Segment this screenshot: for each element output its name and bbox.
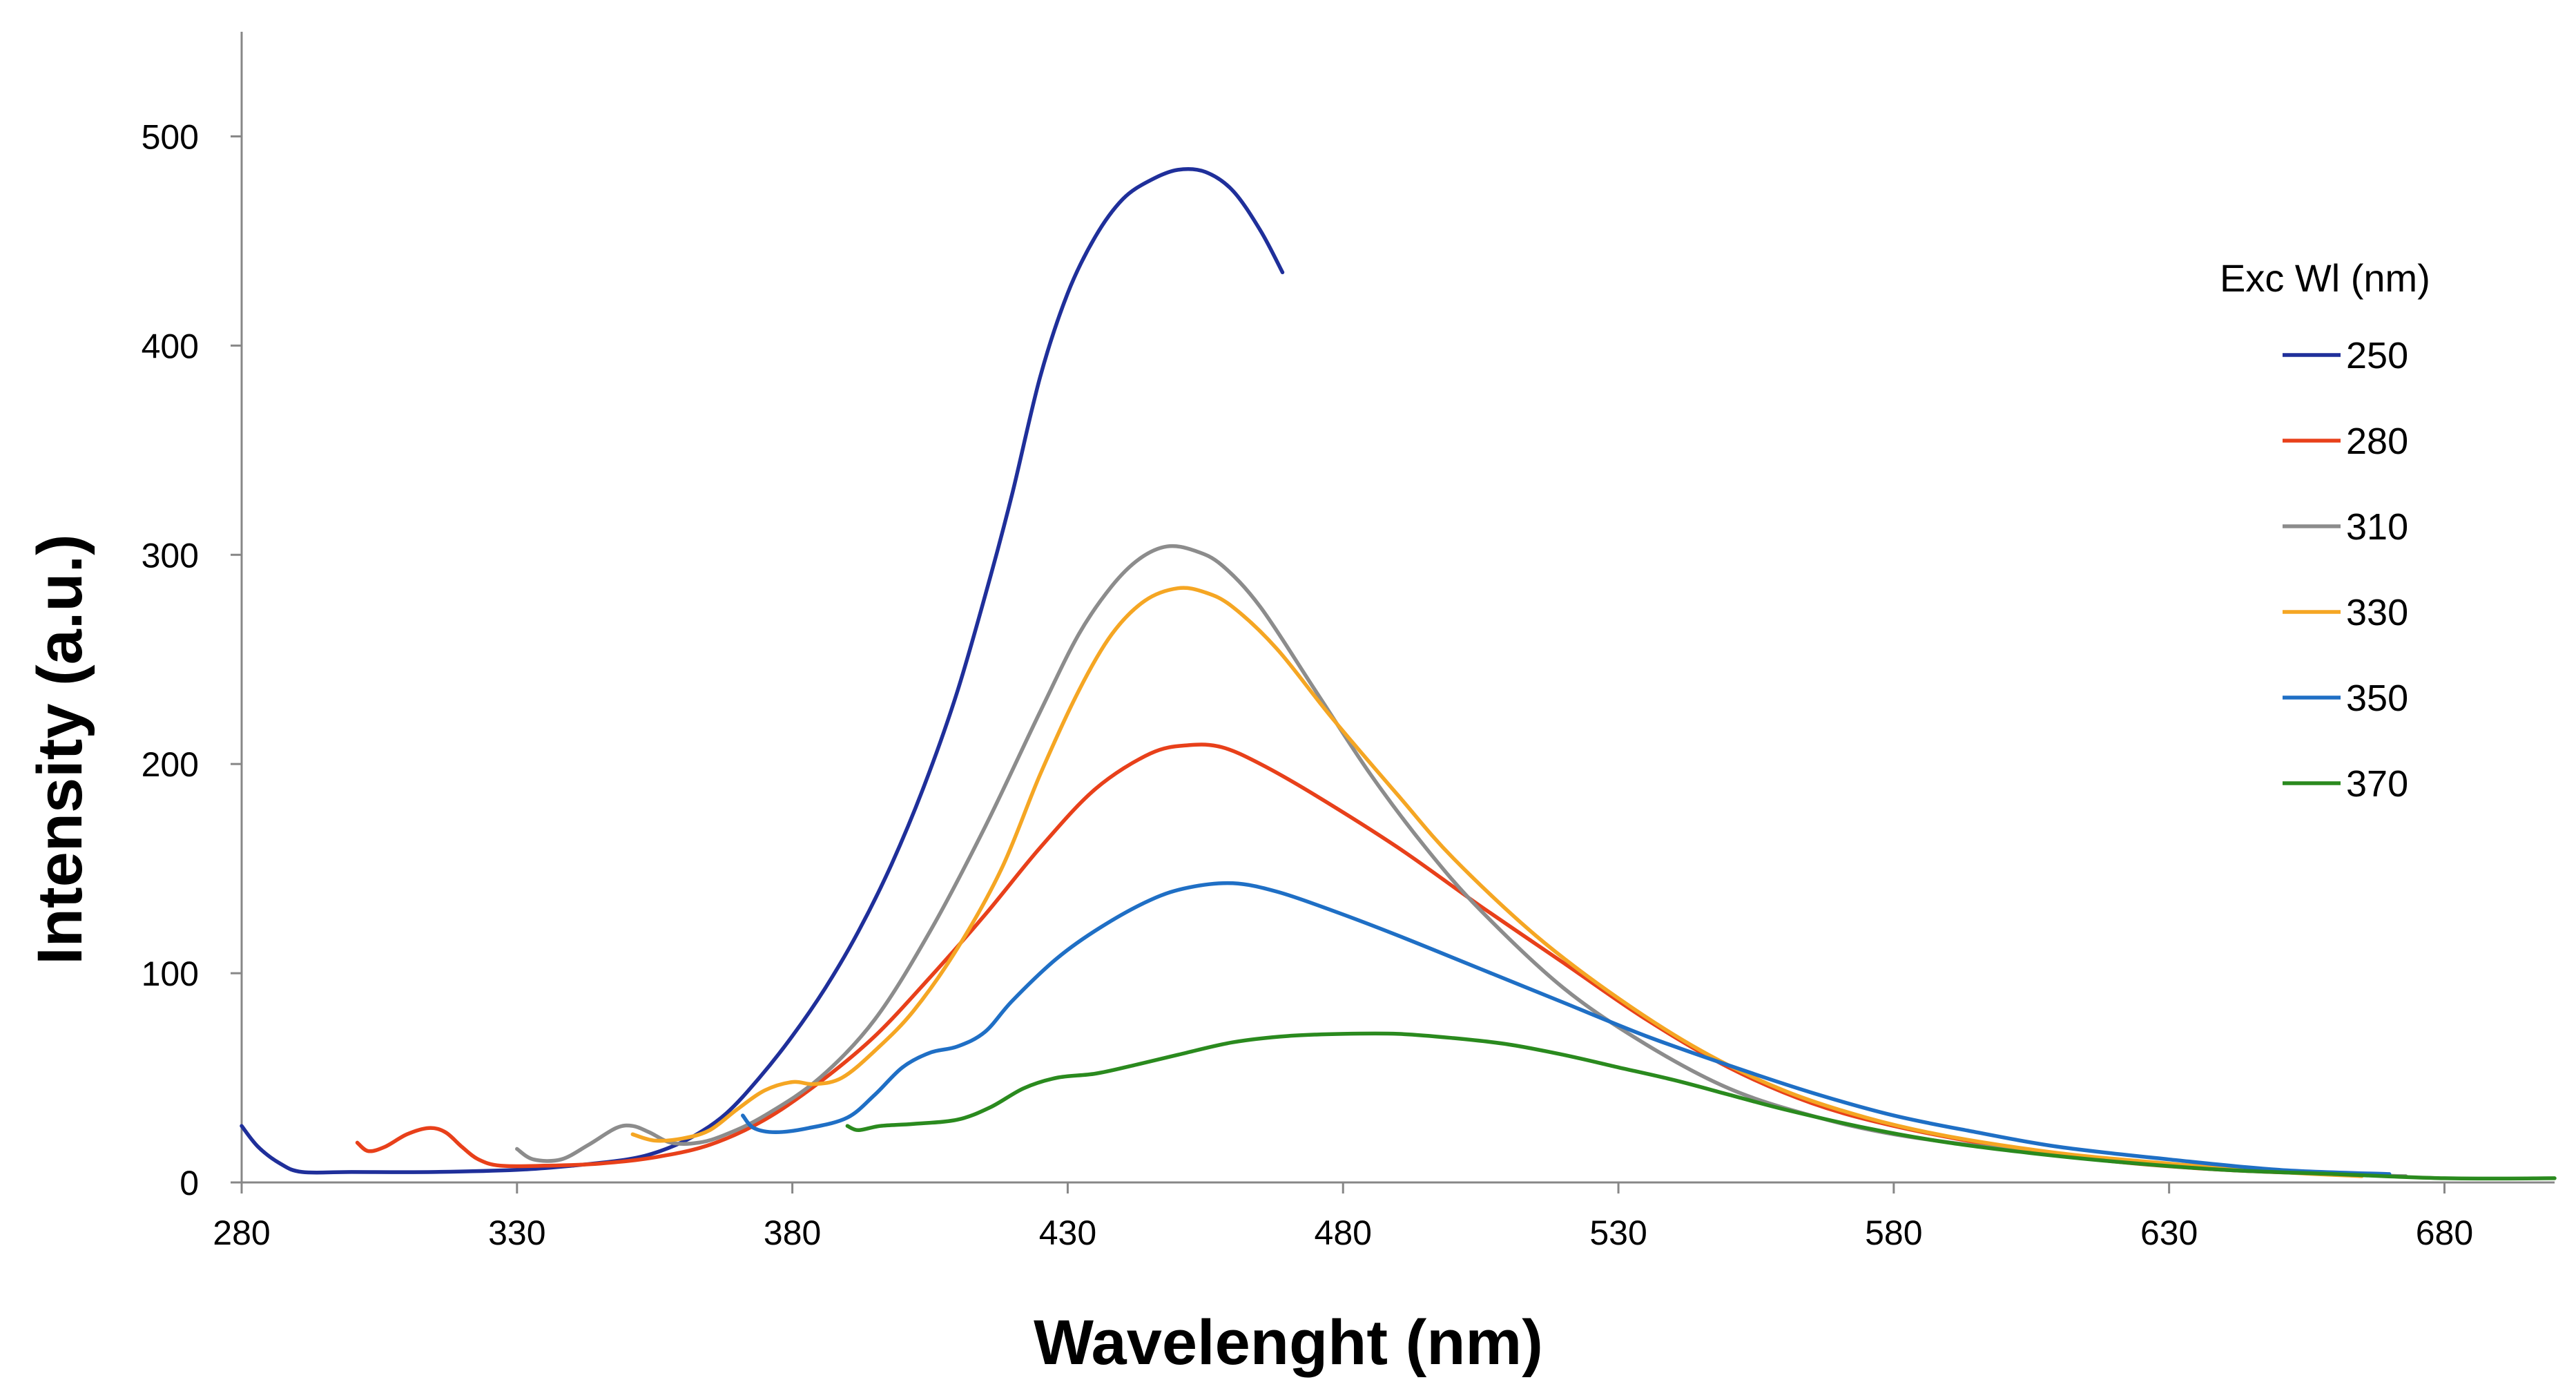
axes: 0 100 200 300 400 500 280 330 380 430 480 530 580 63… [142,32,2555,1252]
x-tick-label: 380 [764,1214,821,1252]
legend-label-350: 350 [2346,678,2408,719]
series-line-250 [240,166,1285,1175]
x-tick-label: 280 [213,1214,270,1252]
series-line-370 [845,1031,2557,1181]
legend-item-310: 310 [2283,506,2408,548]
legend-label-250: 250 [2346,335,2408,376]
y-axis-ticks: 0 100 200 300 400 500 [142,117,242,1202]
x-axis-ticks: 280 330 380 430 480 530 580 630 680 [213,1182,2473,1252]
legend-item-350: 350 [2283,678,2408,719]
legend-item-330: 330 [2283,592,2408,633]
x-tick-label: 630 [2140,1214,2198,1252]
y-tick-label: 0 [180,1164,199,1202]
x-tick-label: 580 [1865,1214,1922,1252]
x-tick-label: 330 [488,1214,545,1252]
series-group [240,166,2557,1181]
y-tick-label: 300 [142,536,199,575]
legend: Exc Wl (nm) 250 280 310 330 350 370 [2220,256,2430,805]
legend-label-330: 330 [2346,592,2408,633]
legend-title: Exc Wl (nm) [2220,256,2430,300]
series-line-280 [355,742,2336,1176]
x-axis-title: Wavelenght (nm) [1034,1307,1543,1378]
y-tick-label: 100 [142,955,199,993]
y-tick-label: 200 [142,745,199,784]
legend-label-280: 280 [2346,421,2408,462]
legend-item-250: 250 [2283,335,2408,376]
legend-entries: 250 280 310 330 350 370 [2283,335,2408,805]
legend-label-370: 370 [2346,763,2408,805]
x-tick-label: 430 [1039,1214,1096,1252]
x-tick-label: 530 [1589,1214,1647,1252]
y-axis-title: Intensity (a.u.) [25,534,95,965]
legend-item-370: 370 [2283,763,2408,805]
y-tick-label: 500 [142,117,199,156]
series-line-330 [630,586,2364,1178]
legend-label-310: 310 [2346,506,2408,548]
series-line-350 [741,881,2392,1176]
x-tick-label: 680 [2416,1214,2473,1252]
x-tick-label: 480 [1315,1214,1372,1252]
legend-item-280: 280 [2283,421,2408,462]
y-tick-label: 400 [142,327,199,365]
